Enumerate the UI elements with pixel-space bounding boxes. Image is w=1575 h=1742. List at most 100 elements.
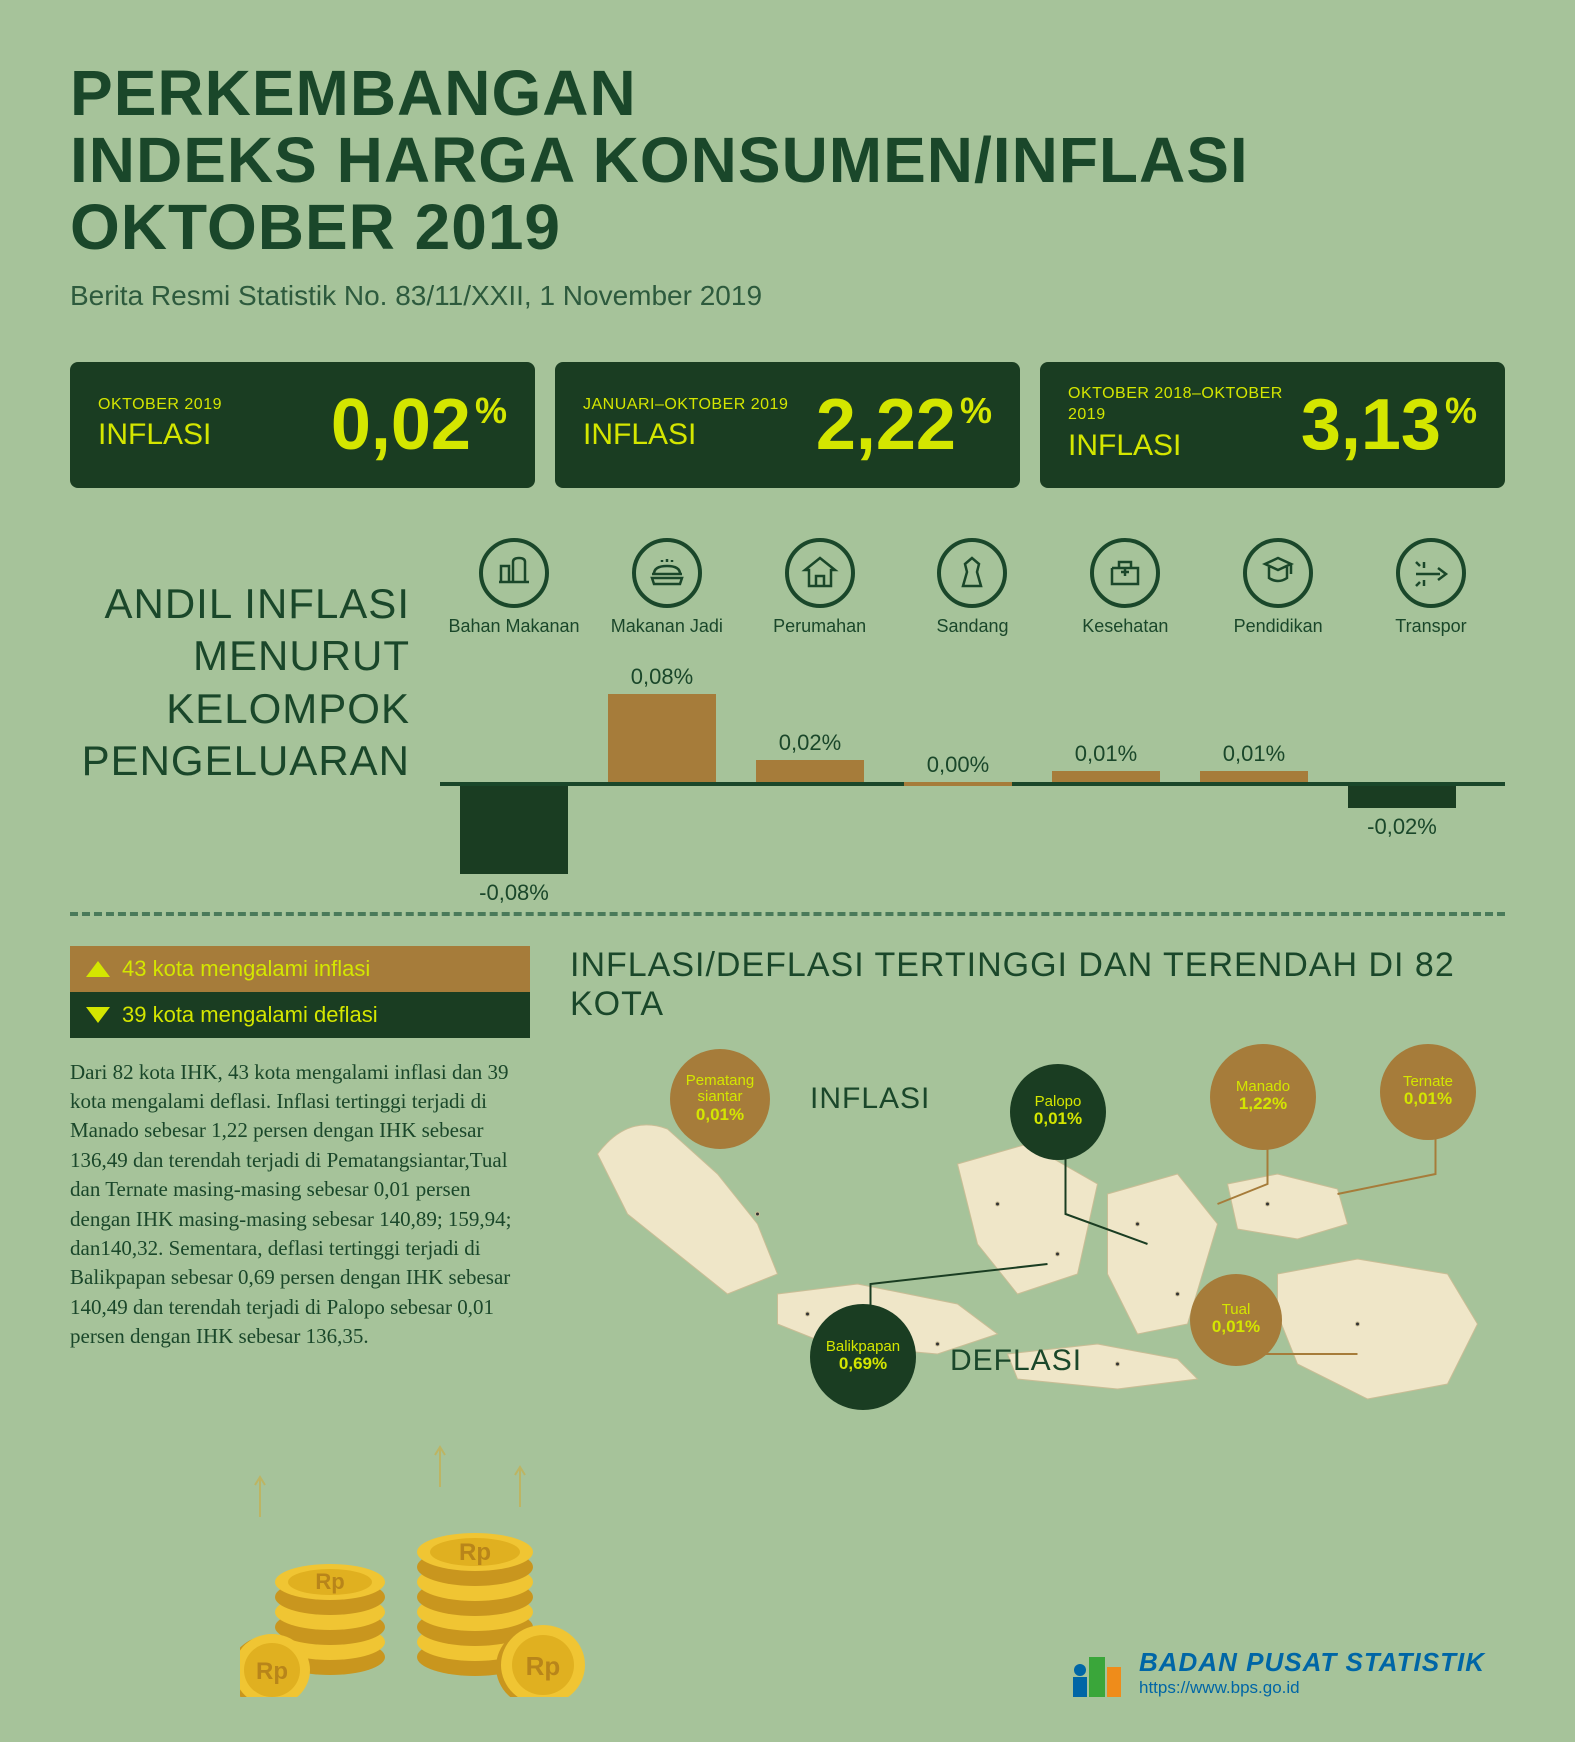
stat-label: INFLASI xyxy=(583,415,788,454)
coins-illustration: Rp Rp Rp Rp xyxy=(240,1437,600,1702)
category-icon xyxy=(1090,538,1160,608)
city-name: Ternate xyxy=(1403,1074,1453,1091)
footer-text: BADAN PUSAT STATISTIK https://www.bps.go… xyxy=(1139,1647,1485,1698)
bps-logo-icon xyxy=(1065,1642,1125,1702)
title-line: OKTOBER 2019 xyxy=(70,194,1505,261)
chart-title-line: MENURUT xyxy=(70,630,410,683)
svg-text:Rp: Rp xyxy=(526,1651,561,1681)
city-name: Tual xyxy=(1222,1302,1251,1319)
category-row: Bahan Makanan Makanan Jadi Perumahan San… xyxy=(440,538,1505,637)
org-name: BADAN PUSAT STATISTIK xyxy=(1139,1647,1485,1678)
stat-box: JANUARI–OKTOBER 2019 INFLASI 2,22% xyxy=(555,362,1020,488)
bar xyxy=(1052,771,1160,782)
category-icon xyxy=(1243,538,1313,608)
city-name: Manado xyxy=(1236,1079,1290,1096)
chart-section: ANDIL INFLASI MENURUT KELOMPOK PENGELUAR… xyxy=(0,508,1575,912)
legend-label: 39 kota mengalami deflasi xyxy=(122,1002,378,1028)
city-value: 1,22% xyxy=(1239,1095,1287,1114)
city-marker: Manado 1,22% xyxy=(1210,1044,1316,1150)
inflasi-label: INFLASI xyxy=(810,1082,930,1116)
city-marker: Ternate 0,01% xyxy=(1380,1044,1476,1140)
category: Makanan Jadi xyxy=(593,538,741,637)
category-label: Kesehatan xyxy=(1051,616,1199,637)
bar-value-label: -0,08% xyxy=(440,880,588,906)
legend-deflasi: 39 kota mengalami deflasi xyxy=(70,992,530,1038)
title-line: PERKEMBANGAN xyxy=(70,60,1505,127)
category-icon xyxy=(632,538,702,608)
stat-period: OKTOBER 2019 xyxy=(98,395,222,416)
bottom-left: 43 kota mengalami inflasi 39 kota mengal… xyxy=(70,946,530,1464)
stat-left: OKTOBER 2018–OKTOBER 2019 INFLASI xyxy=(1068,384,1301,465)
city-marker: Tual 0,01% xyxy=(1190,1274,1282,1366)
chart-title-line: ANDIL INFLASI xyxy=(70,578,410,631)
svg-text:Rp: Rp xyxy=(256,1658,288,1685)
stat-label: INFLASI xyxy=(98,415,222,454)
triangle-up-icon xyxy=(86,961,110,977)
category: Kesehatan xyxy=(1051,538,1199,637)
stat-period: JANUARI–OKTOBER 2019 xyxy=(583,395,788,416)
svg-text:Rp: Rp xyxy=(315,1569,344,1594)
category: Sandang xyxy=(898,538,1046,637)
city-marker: Pematang siantar 0,01% xyxy=(670,1049,770,1149)
category: Perumahan xyxy=(746,538,894,637)
section-divider xyxy=(70,912,1505,916)
bottom-right: INFLASI/DEFLASI TERTINGGI DAN TERENDAH D… xyxy=(570,946,1505,1464)
chart-title-line: PENGELUARAN xyxy=(70,735,410,788)
category-label: Bahan Makanan xyxy=(440,616,588,637)
bar-value-label: 0,01% xyxy=(1032,741,1180,767)
bar xyxy=(904,782,1012,786)
chart-area: Bahan Makanan Makanan Jadi Perumahan San… xyxy=(440,538,1505,872)
category-icon xyxy=(937,538,1007,608)
bar-value-label: 0,00% xyxy=(884,752,1032,778)
city-name: Pematang siantar xyxy=(670,1073,770,1106)
stat-left: OKTOBER 2019 INFLASI xyxy=(98,395,222,455)
chart-title: ANDIL INFLASI MENURUT KELOMPOK PENGELUAR… xyxy=(70,578,410,788)
category-label: Perumahan xyxy=(746,616,894,637)
bar xyxy=(608,694,716,782)
category: Bahan Makanan xyxy=(440,538,588,637)
stat-label: INFLASI xyxy=(1068,426,1301,465)
bar xyxy=(1348,786,1456,808)
stat-value: 2,22% xyxy=(816,384,992,466)
category-label: Sandang xyxy=(898,616,1046,637)
bar xyxy=(1200,771,1308,782)
stat-period: OKTOBER 2018–OKTOBER 2019 xyxy=(1068,384,1301,426)
legend-label: 43 kota mengalami inflasi xyxy=(122,956,370,982)
stat-left: JANUARI–OKTOBER 2019 INFLASI xyxy=(583,395,788,455)
category-label: Pendidikan xyxy=(1204,616,1352,637)
stat-value: 0,02% xyxy=(331,384,507,466)
bar-value-label: 0,08% xyxy=(588,664,736,690)
category: Pendidikan xyxy=(1204,538,1352,637)
bottom-section: 43 kota mengalami inflasi 39 kota mengal… xyxy=(0,946,1575,1464)
header: PERKEMBANGAN INDEKS HARGA KONSUMEN/INFLA… xyxy=(0,0,1575,332)
stat-box: OKTOBER 2019 INFLASI 0,02% xyxy=(70,362,535,488)
stat-row: OKTOBER 2019 INFLASI 0,02% JANUARI–OKTOB… xyxy=(0,332,1575,508)
city-marker: Palopo 0,01% xyxy=(1010,1064,1106,1160)
body-text: Dari 82 kota IHK, 43 kota mengalami infl… xyxy=(70,1058,530,1352)
bar xyxy=(756,760,864,782)
bar-value-label: 0,02% xyxy=(736,730,884,756)
category-icon xyxy=(785,538,855,608)
category-label: Transpor xyxy=(1357,616,1505,637)
city-value: 0,69% xyxy=(839,1355,887,1374)
city-name: Balikpapan xyxy=(826,1339,900,1356)
deflasi-label: DEFLASI xyxy=(950,1344,1082,1378)
org-url: https://www.bps.go.id xyxy=(1139,1678,1485,1698)
map: INFLASI DEFLASI Pematang siantar 0,01% Pa… xyxy=(570,1044,1505,1464)
main-title: PERKEMBANGAN INDEKS HARGA KONSUMEN/INFLA… xyxy=(70,60,1505,262)
subtitle: Berita Resmi Statistik No. 83/11/XXII, 1… xyxy=(70,280,1505,312)
map-title: INFLASI/DEFLASI TERTINGGI DAN TERENDAH D… xyxy=(570,946,1505,1024)
chart-title-line: KELOMPOK xyxy=(70,683,410,736)
footer: BADAN PUSAT STATISTIK https://www.bps.go… xyxy=(1065,1642,1485,1702)
stat-value: 3,13% xyxy=(1301,384,1477,466)
title-line: INDEKS HARGA KONSUMEN/INFLASI xyxy=(70,127,1505,194)
city-name: Palopo xyxy=(1035,1094,1082,1111)
bar-value-label: -0,02% xyxy=(1328,814,1476,840)
category-icon xyxy=(479,538,549,608)
category-label: Makanan Jadi xyxy=(593,616,741,637)
city-value: 0,01% xyxy=(696,1106,744,1125)
triangle-down-icon xyxy=(86,1007,110,1023)
city-marker: Balikpapan 0,69% xyxy=(810,1304,916,1410)
category-icon xyxy=(1396,538,1466,608)
svg-text:Rp: Rp xyxy=(459,1539,491,1566)
